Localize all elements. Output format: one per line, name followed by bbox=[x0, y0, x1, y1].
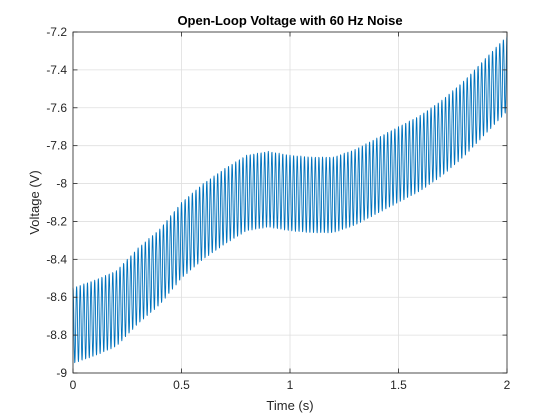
x-tick-label: 1 bbox=[287, 378, 294, 392]
y-tick-label: -7.2 bbox=[46, 25, 67, 39]
y-axis-label: Voltage (V) bbox=[27, 170, 42, 234]
y-tick-label: -8.6 bbox=[46, 290, 67, 304]
y-tick-label: -9 bbox=[56, 366, 67, 380]
y-tick-label: -7.4 bbox=[46, 63, 67, 77]
y-tick-label: -7.6 bbox=[46, 101, 67, 115]
x-tick-label: 2 bbox=[504, 378, 511, 392]
y-tick-label: -8.4 bbox=[46, 252, 67, 266]
x-axis-label: Time (s) bbox=[266, 398, 313, 413]
y-tick-label: -8.2 bbox=[46, 214, 67, 228]
y-tick-label: -8.8 bbox=[46, 328, 67, 342]
x-tick-label: 1.5 bbox=[390, 378, 407, 392]
chart-title: Open-Loop Voltage with 60 Hz Noise bbox=[177, 13, 402, 28]
y-tick-label: -8 bbox=[56, 177, 67, 191]
x-tick-label: 0.5 bbox=[173, 378, 190, 392]
x-tick-label: 0 bbox=[70, 378, 77, 392]
y-tick-label: -7.8 bbox=[46, 139, 67, 153]
